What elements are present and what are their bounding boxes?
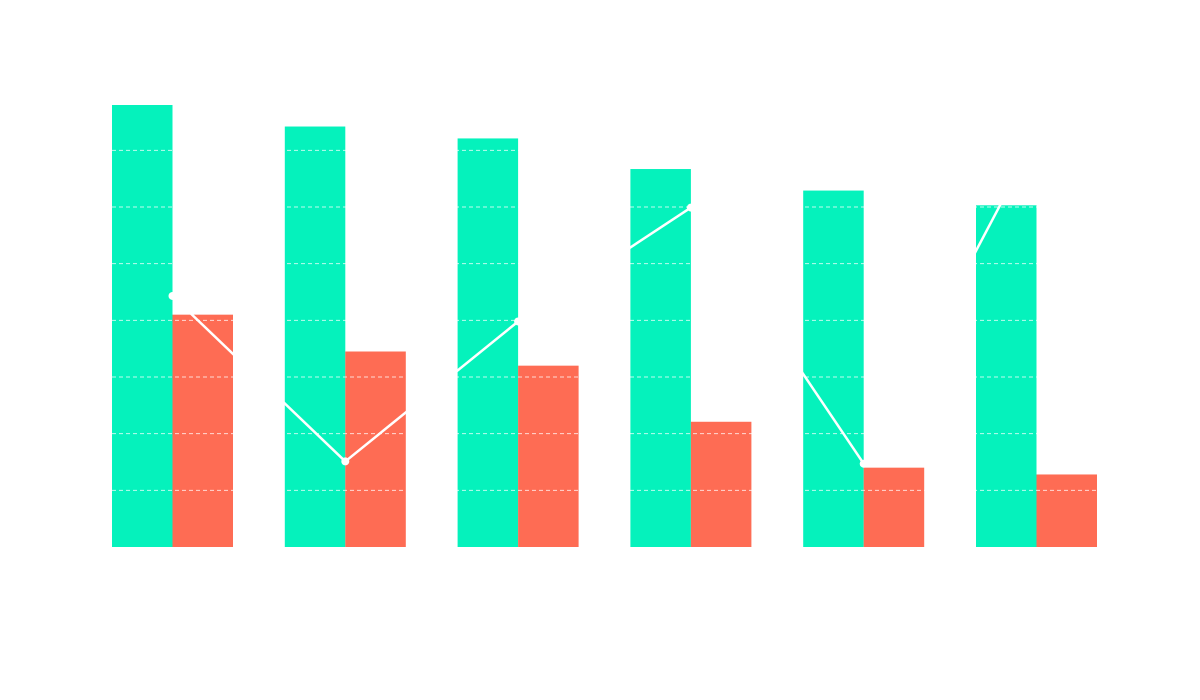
line-point-5 <box>859 459 868 468</box>
line-point-4 <box>686 203 695 212</box>
line-point-1 <box>168 291 177 300</box>
line-point-2 <box>341 457 350 466</box>
bar-series1-1 <box>112 105 173 547</box>
bar-series2-4 <box>690 421 752 547</box>
line-point-3 <box>514 317 523 326</box>
bar-series2-2 <box>345 351 406 547</box>
bar-series1-5 <box>803 190 864 547</box>
bar-series2-3 <box>518 365 579 547</box>
bars-layer <box>112 105 1097 548</box>
line-point-6 <box>1032 132 1041 141</box>
bar-series1-2 <box>284 126 346 547</box>
bar-series2-5 <box>863 467 925 547</box>
bar-series2-1 <box>172 314 233 547</box>
bar-series2-6 <box>1036 474 1097 547</box>
grid-layer <box>112 149 1097 491</box>
line-series-1 <box>171 135 1038 465</box>
bar-series1-4 <box>630 169 691 547</box>
bar-series1-3 <box>457 138 519 547</box>
bar-series1-6 <box>976 205 1037 548</box>
line-layer <box>168 132 1041 468</box>
